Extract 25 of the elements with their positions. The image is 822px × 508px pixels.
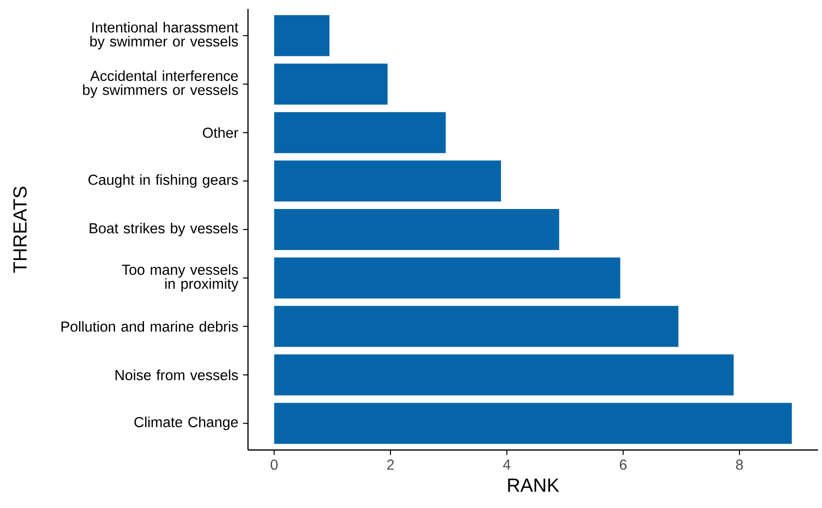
x-tick-label: 6	[620, 460, 627, 470]
y-tick-label: Accidental interference by swimmers or vessels	[83, 70, 238, 98]
bar	[274, 402, 792, 444]
y-tick-label: Boat strikes by vessels	[90, 222, 238, 236]
x-tick-label: 2	[387, 460, 394, 470]
bar	[274, 160, 502, 202]
bar	[274, 64, 388, 105]
bar	[274, 112, 446, 154]
y-tick-label: Caught in fishing gears	[88, 174, 238, 188]
x-tick-label: 0	[270, 460, 278, 470]
y-tick-label: Intentional harassment by swimmer or vessels	[90, 22, 238, 50]
y-tick-label: Noise from vessels	[116, 370, 238, 380]
x-tick-label: 8	[736, 460, 743, 470]
x-tick-label: 4	[503, 460, 510, 470]
bar	[274, 354, 734, 396]
bar	[274, 306, 678, 347]
y-tick-label: Other	[202, 127, 238, 138]
y-tick-label: Pollution and marine debris	[62, 321, 238, 332]
y-tick-label: Too many vessels in proximity	[122, 264, 238, 292]
x-axis-title: RANK	[508, 478, 560, 492]
y-tick-label: Climate Change	[134, 416, 238, 430]
y-axis-title: THREATS	[13, 186, 27, 273]
bar	[274, 257, 620, 298]
bar	[274, 209, 560, 250]
bar	[274, 15, 330, 56]
